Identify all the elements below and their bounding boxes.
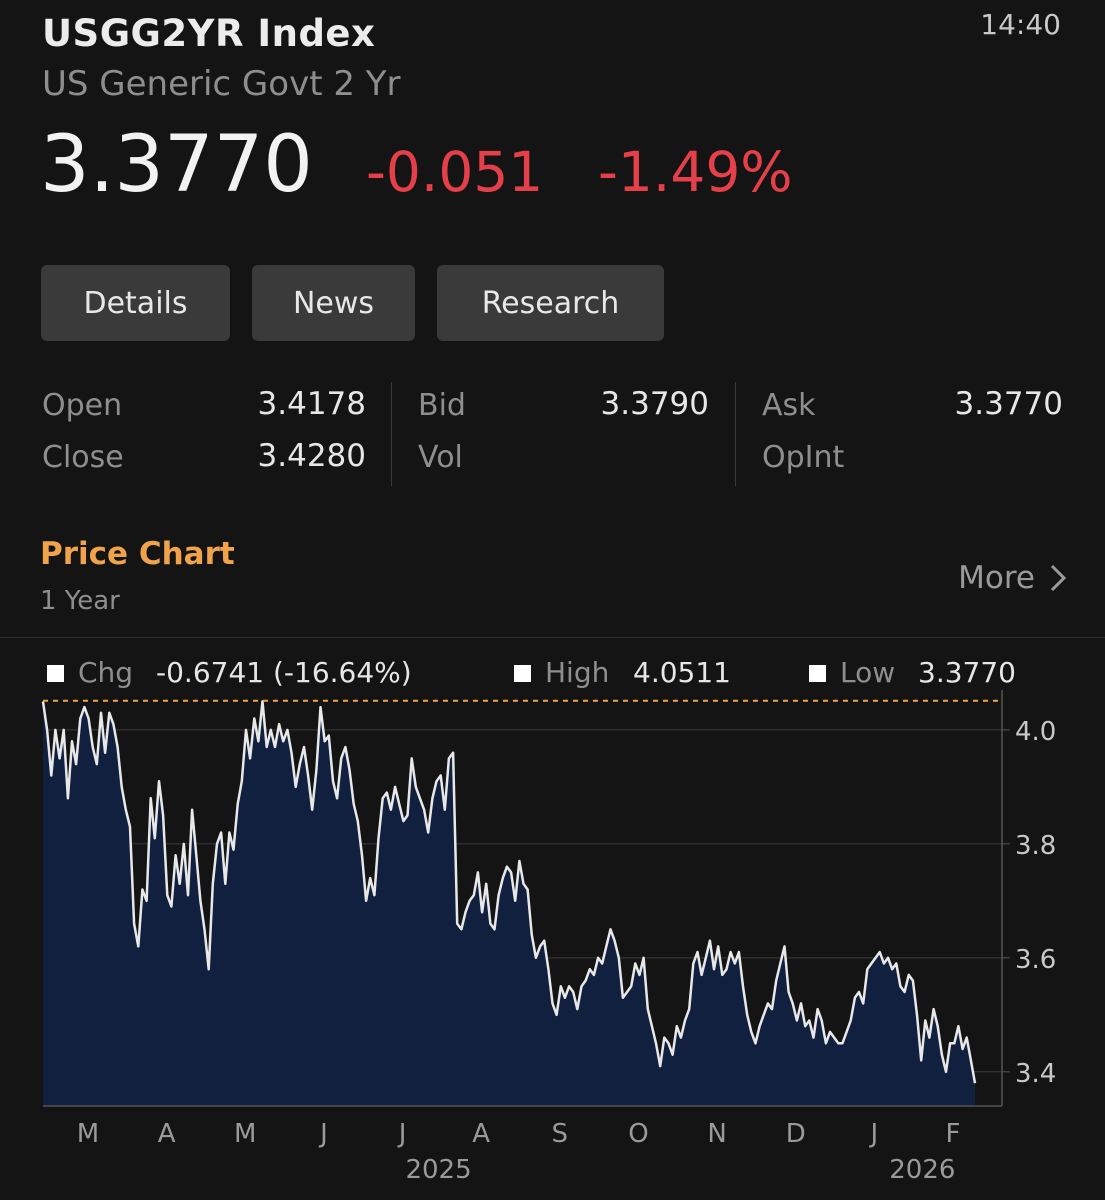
- high-value: 4.0511: [633, 656, 731, 689]
- low-value: 3.3770: [918, 656, 1016, 689]
- open-value: 3.4178: [257, 386, 366, 422]
- x-tick-label: D: [786, 1119, 806, 1149]
- y-tick-label: 3.4: [1015, 1059, 1056, 1089]
- security-description: US Generic Govt 2 Yr: [42, 64, 401, 104]
- y-tick-label: 3.6: [1015, 945, 1056, 975]
- legend-marker: [514, 665, 531, 682]
- opint-label: OpInt: [762, 440, 845, 475]
- chart-title: Price Chart: [40, 536, 235, 572]
- x-tick-label: S: [552, 1119, 569, 1149]
- news-button[interactable]: News: [252, 265, 415, 341]
- chart-period: 1 Year: [40, 586, 120, 616]
- close-label: Close: [42, 440, 124, 475]
- section-divider: [0, 637, 1105, 638]
- y-tick-label: 3.8: [1015, 831, 1056, 861]
- x-tick-label: A: [158, 1119, 176, 1149]
- details-button[interactable]: Details: [41, 265, 230, 341]
- x-tick-label: J: [318, 1119, 328, 1149]
- y-tick-label: 4.0: [1015, 717, 1056, 747]
- last-price: 3.3770: [40, 120, 313, 210]
- open-label: Open: [42, 388, 123, 423]
- net-change: -0.051: [366, 140, 544, 204]
- x-tick-label: M: [234, 1119, 256, 1149]
- chg-value: -0.6741 (-16.64%): [156, 656, 412, 689]
- bid-value: 3.3790: [600, 386, 709, 422]
- close-value: 3.4280: [257, 438, 366, 474]
- price-chart[interactable]: 4.0 3.8 3.6 3.4 M A M J J A S O N D J F 2025 2026: [0, 690, 1105, 1200]
- x-tick-label: F: [946, 1119, 961, 1149]
- price-line: [41, 700, 977, 1084]
- x-tick-label: M: [77, 1119, 99, 1149]
- ask-value: 3.3770: [954, 386, 1063, 422]
- chevron-right-icon: [1050, 564, 1067, 592]
- research-button[interactable]: Research: [437, 265, 664, 341]
- x-tick-label: J: [397, 1119, 407, 1149]
- legend-marker: [809, 665, 826, 682]
- bid-label: Bid: [418, 388, 466, 423]
- x-year-label: 2026: [889, 1155, 955, 1185]
- x-tick-label: J: [869, 1119, 879, 1149]
- timestamp: 14:40: [980, 8, 1061, 41]
- x-tick-label: O: [628, 1119, 648, 1149]
- legend-marker: [47, 665, 64, 682]
- more-label: More: [958, 560, 1035, 596]
- price-area: [43, 701, 975, 1106]
- ticker-title: USGG2YR Index: [42, 12, 376, 55]
- chg-label: Chg: [78, 656, 134, 689]
- quote-divider: [391, 382, 392, 486]
- vol-label: Vol: [418, 440, 463, 475]
- x-tick-label: A: [472, 1119, 490, 1149]
- percent-change: -1.49%: [598, 140, 793, 204]
- high-label: High: [545, 656, 610, 689]
- x-year-label: 2025: [405, 1155, 471, 1185]
- low-label: Low: [840, 656, 896, 689]
- ask-label: Ask: [762, 388, 816, 423]
- x-tick-label: N: [707, 1119, 726, 1149]
- quote-divider: [735, 382, 736, 486]
- more-button[interactable]: More: [958, 560, 1067, 596]
